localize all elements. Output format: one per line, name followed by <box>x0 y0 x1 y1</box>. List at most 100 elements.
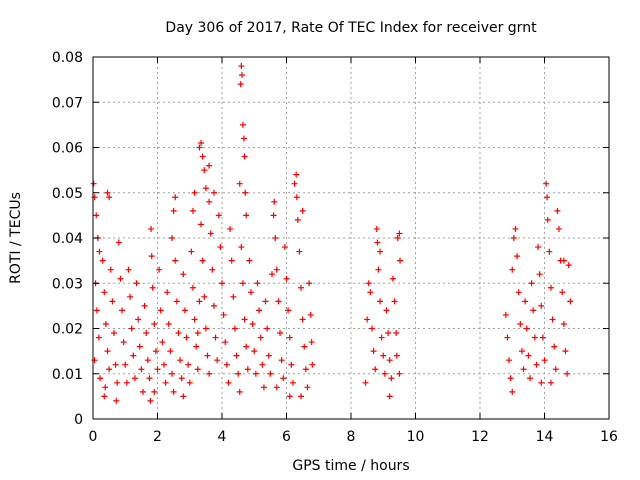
data-point <box>183 334 190 341</box>
data-point <box>389 275 396 282</box>
data-point <box>104 189 111 196</box>
y-tick-label: 0.01 <box>52 367 83 383</box>
y-tick-label: 0.07 <box>52 95 83 111</box>
data-point <box>243 212 250 219</box>
data-point <box>217 244 224 251</box>
data-point <box>298 284 305 291</box>
data-point <box>138 366 145 373</box>
data-point <box>164 289 171 296</box>
data-point <box>559 289 566 296</box>
data-point <box>167 348 174 355</box>
data-point <box>139 388 146 395</box>
data-point <box>169 370 176 377</box>
data-point <box>549 316 556 323</box>
data-point <box>242 189 249 196</box>
data-point <box>288 361 295 368</box>
data-point <box>391 298 398 305</box>
data-point <box>199 153 206 160</box>
data-points <box>90 63 574 404</box>
data-point <box>541 357 548 364</box>
data-point <box>117 275 124 282</box>
x-tick-label: 8 <box>347 429 356 445</box>
data-point <box>206 370 213 377</box>
grid-layer <box>93 57 609 419</box>
data-point <box>277 330 284 337</box>
data-point <box>149 284 156 291</box>
data-point <box>259 361 266 368</box>
data-point <box>273 266 280 273</box>
data-point <box>207 230 214 237</box>
data-point <box>291 180 298 187</box>
data-point <box>293 194 300 201</box>
data-point <box>273 384 280 391</box>
x-tick-label: 4 <box>218 429 227 445</box>
data-point <box>198 221 205 228</box>
data-point <box>271 198 278 205</box>
data-point <box>219 280 225 287</box>
data-point <box>554 207 561 214</box>
data-point <box>120 339 127 346</box>
data-point <box>175 330 182 337</box>
data-point <box>306 280 313 287</box>
data-point <box>509 388 516 395</box>
data-point <box>547 284 554 291</box>
data-point <box>560 320 567 327</box>
data-point <box>148 253 155 260</box>
data-point <box>104 348 111 355</box>
data-point <box>131 375 138 382</box>
data-point <box>113 397 120 404</box>
data-point <box>374 239 381 246</box>
data-point <box>523 325 530 332</box>
data-point <box>393 352 400 359</box>
data-point <box>248 289 255 296</box>
data-point <box>130 352 137 359</box>
chart-title: Day 306 of 2017, Rate Of TEC Index for r… <box>165 20 537 36</box>
data-point <box>241 316 248 323</box>
data-point <box>239 280 246 287</box>
data-point <box>380 352 387 359</box>
data-point <box>96 248 103 255</box>
data-point <box>246 257 253 264</box>
data-point <box>125 266 132 273</box>
data-point <box>141 302 148 309</box>
data-point <box>289 379 296 386</box>
data-point <box>533 361 540 368</box>
data-point <box>538 302 545 309</box>
data-point <box>243 343 250 350</box>
data-point <box>123 379 130 386</box>
data-point <box>260 384 267 391</box>
data-point <box>367 289 374 296</box>
data-point <box>377 298 384 305</box>
data-point <box>301 343 308 350</box>
tick-labels: 0 2 4 6 8 10 12 14 16 0 0.01 0.02 0.03 0.04 0.05 0.06 0.… <box>52 50 618 445</box>
data-point <box>397 257 404 264</box>
data-point <box>148 225 155 232</box>
y-tick-label: 0.08 <box>52 50 83 66</box>
data-point <box>215 212 222 219</box>
data-point <box>189 207 196 214</box>
data-point <box>299 316 306 323</box>
data-point <box>180 271 187 278</box>
data-point <box>202 185 209 192</box>
data-point <box>396 230 403 237</box>
data-point <box>214 357 221 364</box>
data-point <box>531 334 538 341</box>
data-point <box>298 393 305 400</box>
data-point <box>223 361 230 368</box>
data-point <box>93 307 100 314</box>
data-point <box>147 397 154 404</box>
data-point <box>252 370 259 377</box>
data-point <box>294 216 301 223</box>
data-point <box>551 343 558 350</box>
data-point <box>110 330 117 337</box>
data-point <box>188 248 195 255</box>
data-point <box>385 330 392 337</box>
data-point <box>210 189 217 196</box>
data-point <box>201 167 208 174</box>
x-tick-label: 2 <box>153 429 162 445</box>
data-point <box>544 194 551 201</box>
data-point <box>230 293 237 300</box>
data-point <box>299 207 306 214</box>
data-point <box>538 379 545 386</box>
